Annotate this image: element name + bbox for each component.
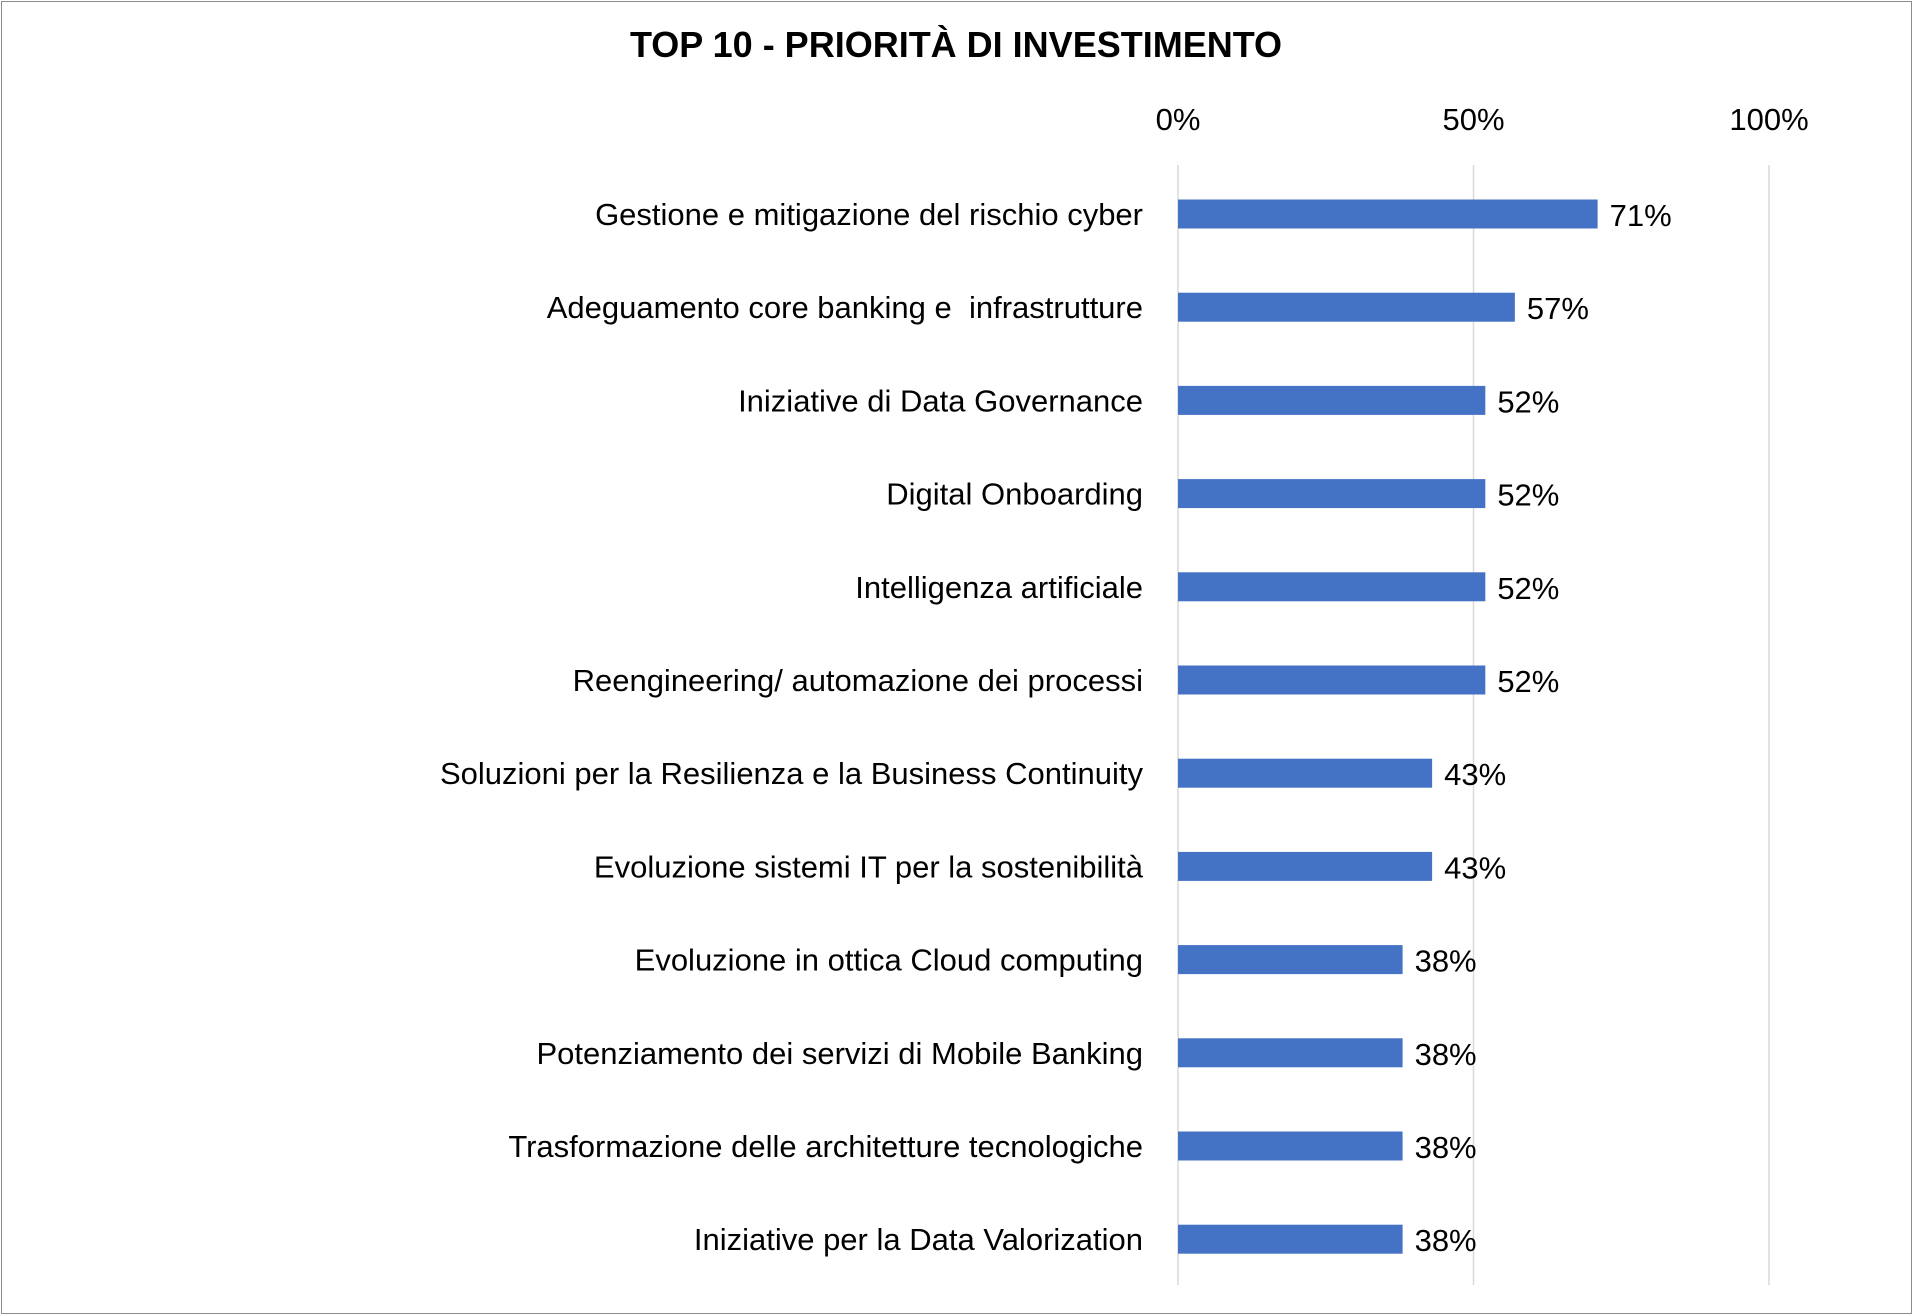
bar [1178,1038,1403,1068]
bar [1178,1224,1403,1254]
bar [1178,385,1486,415]
category-label: Gestione e mitigazione del rischio cyber [595,197,1143,232]
category-label: Trasformazione delle architetture tecnol… [508,1129,1143,1164]
gridlines [1177,165,1770,1285]
value-label: 52% [1497,478,1559,513]
value-label: 52% [1497,384,1559,419]
bar [1178,945,1403,975]
x-tick-label: 0% [1156,102,1201,137]
category-label: Adeguamento core banking e infrastruttur… [547,290,1143,325]
category-label: Intelligenza artificiale [855,570,1143,605]
value-label: 38% [1415,944,1477,979]
bar [1178,572,1486,602]
value-label: 52% [1497,571,1559,606]
value-label: 43% [1444,757,1506,792]
value-label: 71% [1610,198,1672,233]
bar [1178,199,1598,229]
category-label: Iniziative per la Data Valorization [694,1222,1143,1257]
bar [1178,292,1515,322]
bar [1178,851,1433,881]
category-label: Potenziamento dei servizi di Mobile Bank… [536,1036,1143,1071]
x-axis-ticks: 0% 50% 100% [1156,102,1809,137]
category-label: Soluzioni per la Resilienza e la Busines… [440,756,1144,791]
bar [1178,1131,1403,1161]
chart-title: TOP 10 - PRIORITÀ DI INVESTIMENTO [630,24,1282,65]
bar [1178,479,1486,509]
x-tick-label: 100% [1729,102,1808,137]
value-labels: 71% 57% 52% 52% 52% 52% 43% 43% 38% 38% 38% 38% [1415,198,1672,1258]
value-label: 43% [1444,850,1506,885]
category-label: Reengineering/ automazione dei processi [573,663,1143,698]
category-label: Digital Onboarding [886,477,1143,512]
category-label: Evoluzione sistemi IT per la sostenibili… [594,849,1144,884]
value-label: 38% [1415,1037,1477,1072]
bar [1178,758,1433,788]
value-label: 57% [1527,291,1589,326]
bars [1178,199,1598,1254]
category-labels: Gestione e mitigazione del rischio cyber… [440,197,1144,1257]
value-label: 38% [1415,1130,1477,1165]
category-label: Evoluzione in ottica Cloud computing [635,943,1143,978]
x-tick-label: 50% [1442,102,1504,137]
value-label: 38% [1415,1223,1477,1258]
category-label: Iniziative di Data Governance [738,383,1143,418]
bar [1178,665,1486,695]
value-label: 52% [1497,664,1559,699]
